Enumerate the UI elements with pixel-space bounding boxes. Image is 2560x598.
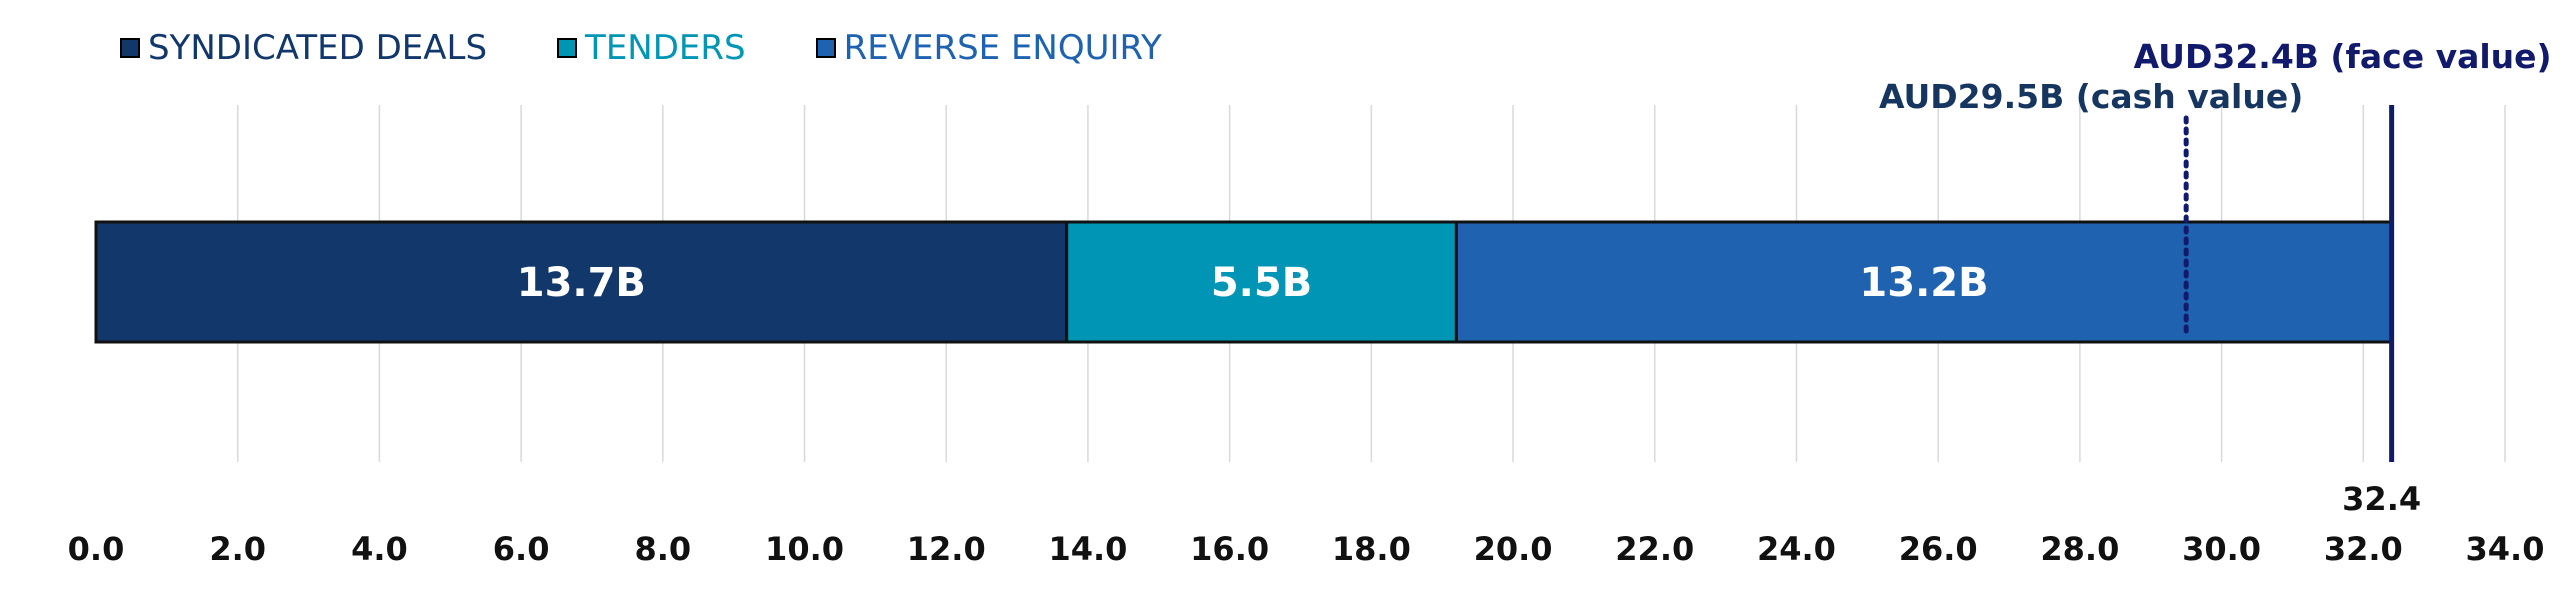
- bar-value-label: 13.2B: [1859, 260, 1988, 306]
- x-tick-label: 2.0: [209, 530, 266, 568]
- legend-label-syndicated-deals: SYNDICATED DEALS: [148, 28, 488, 68]
- face-value-tick-label: 32.4: [2342, 480, 2421, 518]
- legend-item-syndicated-deals: SYNDICATED DEALS: [120, 28, 487, 68]
- face-value-marker-label: AUD32.4B (face value): [2134, 37, 2552, 76]
- x-tick-label: 30.0: [2182, 530, 2261, 568]
- x-tick-label: 12.0: [907, 530, 986, 568]
- x-tick-label: 28.0: [2040, 530, 2119, 568]
- cash-value-marker-label: AUD29.5B (cash value): [1879, 77, 2303, 116]
- x-tick-label: 26.0: [1899, 530, 1978, 568]
- x-tick-label: 6.0: [493, 530, 550, 568]
- x-tick-label: 24.0: [1757, 530, 1836, 568]
- x-tick-label: 4.0: [351, 530, 408, 568]
- legend-label-reverse-enquiry: REVERSE ENQUIRY: [843, 28, 1162, 68]
- legend-swatch-syndicated-deals: [120, 38, 140, 58]
- legend-swatch-tenders: [557, 38, 578, 58]
- x-tick-label: 18.0: [1332, 530, 1411, 568]
- bar-segment: [94, 220, 1069, 344]
- bar-value-label: 13.7B: [517, 260, 646, 306]
- legend-item-tenders: TENDERS: [557, 28, 746, 68]
- x-tick-label: 16.0: [1190, 530, 1269, 568]
- x-tick-label: 14.0: [1048, 530, 1127, 568]
- legend-item-reverse-enquiry: REVERSE ENQUIRY: [815, 28, 1162, 68]
- x-tick-label: 10.0: [765, 530, 844, 568]
- bar-segment: [1065, 220, 1458, 344]
- x-tick-label: 0.0: [68, 530, 125, 568]
- x-tick-label: 32.0: [2324, 530, 2403, 568]
- legend-swatch-reverse-enquiry: [815, 38, 836, 58]
- x-tick-label: 8.0: [634, 530, 691, 568]
- chart-legend: SYNDICATED DEALS TENDERS REVERSE ENQUIRY: [120, 28, 1162, 68]
- bar-value-label: 5.5B: [1211, 260, 1312, 306]
- bar-segment: [1454, 220, 2394, 344]
- x-tick-label: 20.0: [1474, 530, 1553, 568]
- x-tick-label: 22.0: [1615, 530, 1694, 568]
- legend-label-tenders: TENDERS: [585, 28, 746, 68]
- x-tick-label: 34.0: [2466, 530, 2545, 568]
